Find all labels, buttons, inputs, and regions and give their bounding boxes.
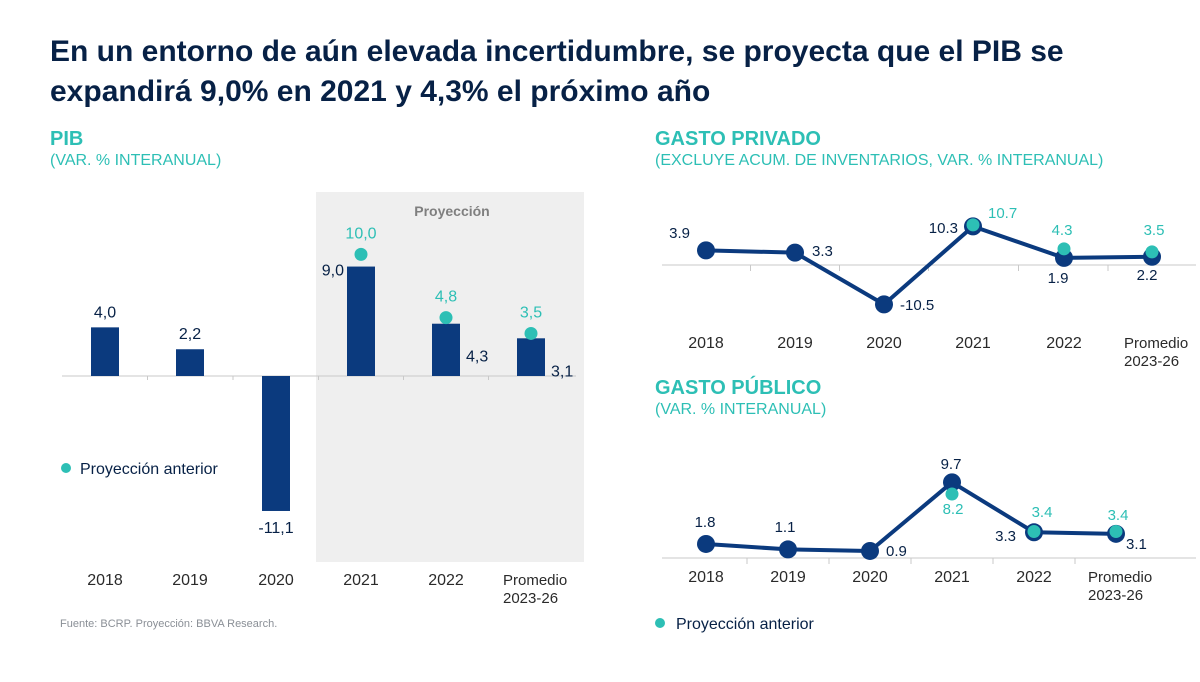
- gasto_privado-previous-projection-label: 3.5: [1144, 222, 1165, 239]
- gasto_privado-point: [786, 243, 804, 262]
- gasto_privado-series-line: [705, 224, 1153, 307]
- gasto_privado-value-label: 1.9: [1048, 270, 1069, 287]
- pib-chart-title: PIB: [50, 128, 84, 150]
- gasto_publico-previous-projection-point: [1027, 524, 1041, 538]
- pib-bar-label: 3,1: [551, 363, 573, 380]
- gasto_publico-value-label: 9.7: [941, 456, 962, 473]
- pib-bar: [262, 376, 290, 511]
- gasto_privado-value-label: 2.2: [1137, 267, 1158, 284]
- gasto_privado-category-label: 2023-26: [1124, 353, 1179, 370]
- gasto_publico-previous-projection-label: 3.4: [1108, 507, 1129, 524]
- gasto_privado-point: [697, 241, 715, 260]
- gasto_publico-category-label: Promedio: [1088, 569, 1152, 586]
- pib-legend-marker: [61, 463, 71, 473]
- gasto_privado-value-label: -10.5: [900, 297, 934, 314]
- pib-category-label: 2019: [172, 572, 208, 589]
- gasto_privado-previous-projection-label: 10.7: [988, 205, 1017, 222]
- pib-category-label: 2023-26: [503, 590, 558, 607]
- pib-bar-label: -11,1: [258, 520, 293, 537]
- gasto_publico-category-label: 2019: [770, 569, 806, 586]
- pib-category-label: 2020: [258, 572, 294, 589]
- pib-bar-label: 9,0: [322, 263, 344, 280]
- gasto_publico-previous-projection-point: [1109, 524, 1123, 538]
- gasto_publico-value-label: 1.1: [775, 519, 796, 536]
- pib-chart-subtitle: (VAR. % INTERANUAL): [50, 152, 222, 169]
- pib-category-label: 2018: [87, 572, 123, 589]
- gasto_privado-previous-projection-point: [1057, 242, 1071, 256]
- gasto_publico-category-label: 2022: [1016, 569, 1052, 586]
- gasto_publico-category-label: 2018: [688, 569, 724, 586]
- pib-previous-projection-point: [439, 311, 453, 325]
- gasto_publico-previous-projection-label: 8.2: [943, 501, 964, 518]
- source-note: Fuente: BCRP. Proyección: BBVA Research.: [60, 618, 278, 630]
- gasto_publico-point: [697, 534, 715, 553]
- gasto_publico-point: [861, 541, 879, 560]
- pib-bar: [517, 338, 545, 376]
- gasto_publico-previous-projection-point: [945, 487, 959, 501]
- gasto_privado-value-label: 10.3: [929, 220, 958, 237]
- gasto_privado-category-label: 2018: [688, 335, 724, 352]
- gasto_publico-value-label: 3.1: [1126, 536, 1147, 553]
- public-spending-legend-label: Proyección anterior: [676, 616, 815, 633]
- gasto_publico-previous-projection-label: 3.4: [1032, 504, 1053, 521]
- gasto_publico-series-line: [705, 480, 1117, 553]
- gasto_publico-category-label: 2021: [934, 569, 970, 586]
- pib-bar-label: 4,3: [466, 349, 488, 366]
- pib-previous-projection-point: [354, 247, 368, 261]
- gasto_privado-value-label: 3.3: [812, 243, 833, 260]
- gasto_publico-value-label: 3.3: [995, 528, 1016, 545]
- pib-category-label: Promedio: [503, 572, 567, 589]
- pib-category-label: 2022: [428, 572, 464, 589]
- pib-category-label: 2021: [343, 572, 379, 589]
- pib-previous-projection-label: 4,8: [435, 289, 457, 306]
- gasto_privado-category-label: 2020: [866, 335, 902, 352]
- pib-bar: [91, 327, 119, 376]
- gasto_publico-value-label: 1.8: [695, 514, 716, 531]
- page-title: En un entorno de aún elevada incertidumb…: [50, 35, 1064, 108]
- gasto_privado-category-label: Promedio: [1124, 335, 1188, 352]
- gasto_publico-point: [943, 473, 961, 492]
- pib-bar-label: 4,0: [94, 304, 116, 321]
- gasto_privado-point: [875, 295, 893, 314]
- gasto_privado-previous-projection-point: [1145, 245, 1159, 259]
- private-spending-title: GASTO PRIVADO: [655, 128, 821, 150]
- private-spending-subtitle: (EXCLUYE ACUM. DE INVENTARIOS, VAR. % IN…: [655, 152, 1104, 169]
- pib-legend-label: Proyección anterior: [80, 461, 219, 478]
- gasto_privado-previous-projection-label: 4.3: [1052, 222, 1073, 239]
- pib-previous-projection-point: [524, 326, 538, 340]
- pib-previous-projection-label: 3,5: [520, 304, 542, 321]
- gasto_privado-previous-projection-point: [966, 218, 980, 232]
- gasto_publico-category-label: 2020: [852, 569, 888, 586]
- projection-label: Proyección: [414, 203, 489, 219]
- pib-bar: [176, 349, 204, 376]
- public-spending-subtitle: (VAR. % INTERANUAL): [655, 401, 827, 418]
- gasto_publico-category-label: 2023-26: [1088, 587, 1143, 604]
- projection-shade: [316, 192, 584, 562]
- pib-previous-projection-label: 10,0: [345, 225, 376, 242]
- pib-bar-label: 2,2: [179, 326, 201, 343]
- gasto_publico-value-label: 0.9: [886, 543, 907, 560]
- gasto_privado-category-label: 2022: [1046, 335, 1082, 352]
- gasto_privado-value-label: 3.9: [669, 225, 690, 242]
- gasto_privado-category-label: 2021: [955, 335, 991, 352]
- pib-bar: [432, 323, 460, 376]
- gasto_publico-point: [779, 540, 797, 559]
- gasto_privado-category-label: 2019: [777, 335, 813, 352]
- pib-bar: [347, 266, 375, 376]
- public-spending-title: GASTO PÚBLICO: [655, 377, 822, 399]
- public-spending-legend-marker: [655, 618, 665, 628]
